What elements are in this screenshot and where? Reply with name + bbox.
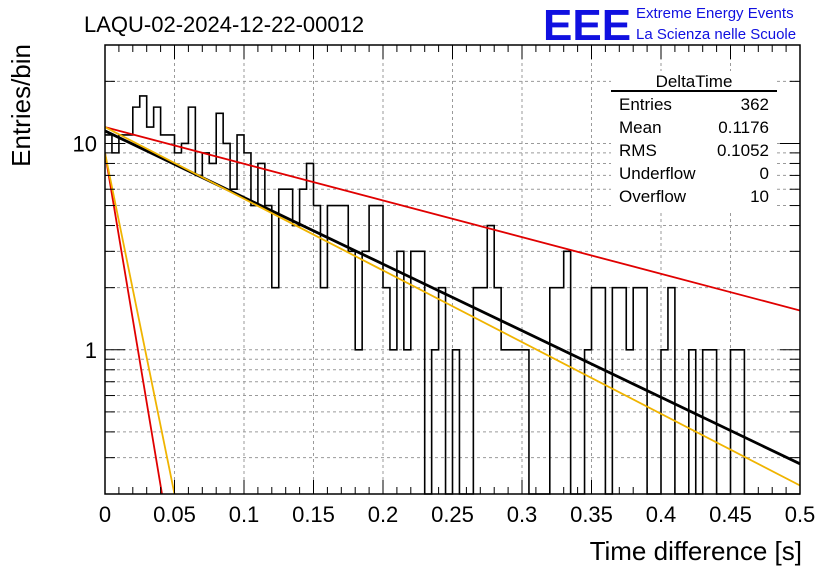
grid (105, 45, 800, 494)
histogram (105, 95, 800, 495)
fit-line-orange-4 (105, 152, 176, 494)
x-axis-title: Time difference [s] (590, 536, 802, 566)
stats-value: 10 (750, 187, 769, 206)
x-tick-label: 0.25 (431, 502, 474, 527)
stats-label: Mean (619, 118, 662, 137)
eee-logo: EEE (543, 1, 631, 50)
stats-label: Underflow (619, 164, 696, 183)
fit-line-orange-2 (105, 126, 800, 487)
stats-title: DeltaTime (656, 72, 733, 91)
axis-ticks (104, 45, 801, 494)
x-tick-label: 0.1 (229, 502, 260, 527)
stats-label: Entries (619, 95, 672, 114)
x-tick-label: 0.15 (292, 502, 335, 527)
stats-value: 362 (741, 95, 769, 114)
x-tick-label: 0.45 (709, 502, 752, 527)
x-tick-labels: 0 0.05 0.1 0.15 0.2 0.25 0.3 0.35 0.4 0.45 0.5 (99, 502, 815, 527)
stats-value: 0.1176 (718, 118, 769, 137)
run-title: LAQU-02-2024-12-22-00012 (84, 12, 364, 37)
fit-line-red-3 (105, 152, 163, 494)
x-tick-label: 0.3 (507, 502, 538, 527)
x-tick-label: 0 (99, 502, 111, 527)
y-tick-label: 1 (85, 338, 97, 363)
x-tick-label: 0.5 (785, 502, 816, 527)
stats-label: RMS (619, 141, 657, 160)
x-tick-label: 0.05 (153, 502, 196, 527)
histogram-steps (105, 95, 800, 495)
y-tick-label: 10 (73, 131, 97, 156)
x-tick-label: 0.2 (368, 502, 399, 527)
stats-value: 0 (760, 164, 769, 183)
y-tick-labels: 1 10 (73, 131, 97, 362)
stats-box: DeltaTime Entries 362 Mean 0.1176 RMS 0.1052 U… (611, 71, 777, 210)
stats-value: 0.1052 (717, 141, 769, 160)
logo-line-2: La Scienza nelle Scuole (636, 26, 796, 43)
x-tick-label: 0.4 (646, 502, 677, 527)
fit-curves (105, 126, 800, 494)
logo-line-1: Extreme Energy Events (636, 5, 794, 22)
y-axis-title: Entries/bin (6, 44, 36, 167)
fit-line-red-1 (105, 126, 800, 312)
stats-label: Overflow (619, 187, 687, 206)
x-tick-label: 0.35 (570, 502, 613, 527)
